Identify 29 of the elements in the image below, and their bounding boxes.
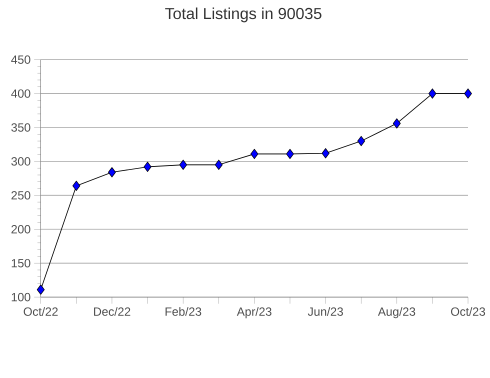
x-tick-label: Feb/23 bbox=[166, 307, 202, 316]
point bbox=[392, 118, 401, 129]
point bbox=[179, 160, 188, 170]
y-tick-label: 150 bbox=[12, 259, 30, 268]
point bbox=[357, 136, 366, 146]
point bbox=[428, 88, 436, 99]
x-tick-label: Oct/23 bbox=[451, 307, 486, 316]
x-tick-label: Aug/23 bbox=[378, 307, 416, 318]
point bbox=[286, 149, 294, 160]
x-tick-label: Oct/22 bbox=[24, 307, 58, 316]
x-tick-label: Dec/22 bbox=[94, 307, 130, 316]
y-tick-label: 250 bbox=[11, 191, 30, 200]
point bbox=[144, 162, 152, 172]
point bbox=[214, 160, 223, 170]
x-tick-label: Jun/23 bbox=[308, 307, 343, 316]
chart-title: Total Listings in 90035 bbox=[165, 8, 322, 23]
point bbox=[72, 180, 80, 192]
y-tick-label: 100 bbox=[12, 293, 30, 302]
point bbox=[322, 148, 330, 159]
y-tick-label: 400 bbox=[11, 90, 30, 98]
point bbox=[250, 149, 258, 160]
y-tick-label: 450 bbox=[11, 56, 30, 64]
point bbox=[464, 88, 472, 99]
y-tick-label: 300 bbox=[11, 157, 30, 166]
point bbox=[36, 284, 45, 295]
y-tick-label: 200 bbox=[11, 225, 30, 234]
x-tick-label: Apr/23 bbox=[236, 307, 272, 318]
y-tick-label: 350 bbox=[11, 123, 30, 132]
point bbox=[108, 167, 116, 178]
